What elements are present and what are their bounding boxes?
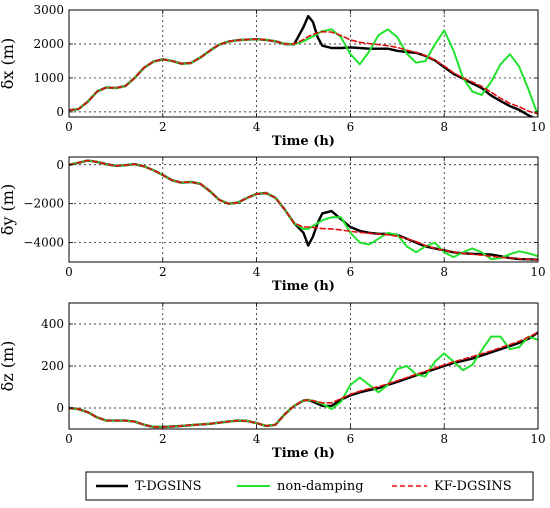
x-tick-label: 0 [65, 432, 73, 446]
x-tick-label: 2 [159, 120, 167, 134]
series-line-t-dgsins [69, 14, 535, 117]
legend-label-kf-dgsins: KF-DGSINS [434, 479, 512, 494]
x-tick-label: 4 [253, 432, 261, 446]
plot-frame [68, 156, 539, 263]
series-line-kf-dgsins [69, 159, 538, 261]
series-line-kf-dgsins [69, 30, 538, 115]
series-line-t-dgsins [69, 331, 538, 429]
x-tick-label: 0 [65, 120, 73, 134]
x-tick-label: 8 [440, 265, 448, 279]
plot-frame [68, 9, 539, 118]
y-axis-label: δx (m) [0, 38, 17, 89]
legend-label-non-damping: non-damping [277, 479, 364, 494]
legend-box [85, 471, 534, 501]
x-tick-label: 10 [530, 265, 545, 279]
x-axis-label: Time (h) [272, 446, 335, 461]
x-tick-label: 2 [159, 432, 167, 446]
x-tick-label: 6 [347, 120, 355, 134]
y-axis-label: δz (m) [0, 341, 17, 392]
subplot-3: 0 2 4 6 8 10 0 200 400 Time (h) δz (m) [0, 302, 546, 461]
y-tick-label: 0 [56, 105, 64, 119]
subplot-1: 0 2 4 6 8 10 0 1000 2000 3000 Time (h) δx (m) [0, 3, 546, 149]
x-tick-label: 6 [347, 265, 355, 279]
y-tick-label: 0 [56, 158, 64, 172]
series-line-non-damping [69, 335, 538, 428]
x-axis-label: Time (h) [272, 134, 335, 149]
x-tick-label: 4 [253, 265, 261, 279]
x-tick-label: 6 [347, 432, 355, 446]
x-tick-label: 8 [440, 120, 448, 134]
series-line-t-dgsins [69, 159, 538, 261]
x-tick-label: 10 [530, 120, 545, 134]
x-tick-label: 0 [65, 265, 73, 279]
x-tick-label: 8 [440, 432, 448, 446]
y-tick-label: −4000 [23, 236, 64, 250]
y-tick-label: −2000 [23, 197, 64, 211]
x-tick-label: 10 [530, 432, 545, 446]
series-line-kf-dgsins [69, 331, 538, 428]
y-axis-label: δy (m) [0, 184, 17, 235]
series-line-non-damping [69, 159, 538, 261]
series-group [69, 14, 538, 117]
subplot-2: 0 2 4 6 8 10 0 −2000 −4000 Time (h) δy (m) [0, 156, 546, 294]
y-tick-label: 3000 [33, 3, 64, 17]
y-tick-label: 1000 [33, 71, 64, 85]
y-tick-label: 2000 [33, 37, 64, 51]
y-tick-label: 200 [41, 359, 64, 373]
x-tick-label: 2 [159, 265, 167, 279]
y-tick-label: 400 [41, 317, 64, 331]
legend-label-t-dgsins: T-DGSINS [135, 479, 202, 494]
legend: T-DGSINS non-damping KF-DGSINS [85, 471, 534, 501]
series-group [69, 331, 538, 429]
x-tick-label: 4 [253, 120, 261, 134]
y-tick-label: 0 [56, 401, 64, 415]
x-axis-label: Time (h) [272, 279, 335, 294]
series-group [69, 159, 538, 261]
